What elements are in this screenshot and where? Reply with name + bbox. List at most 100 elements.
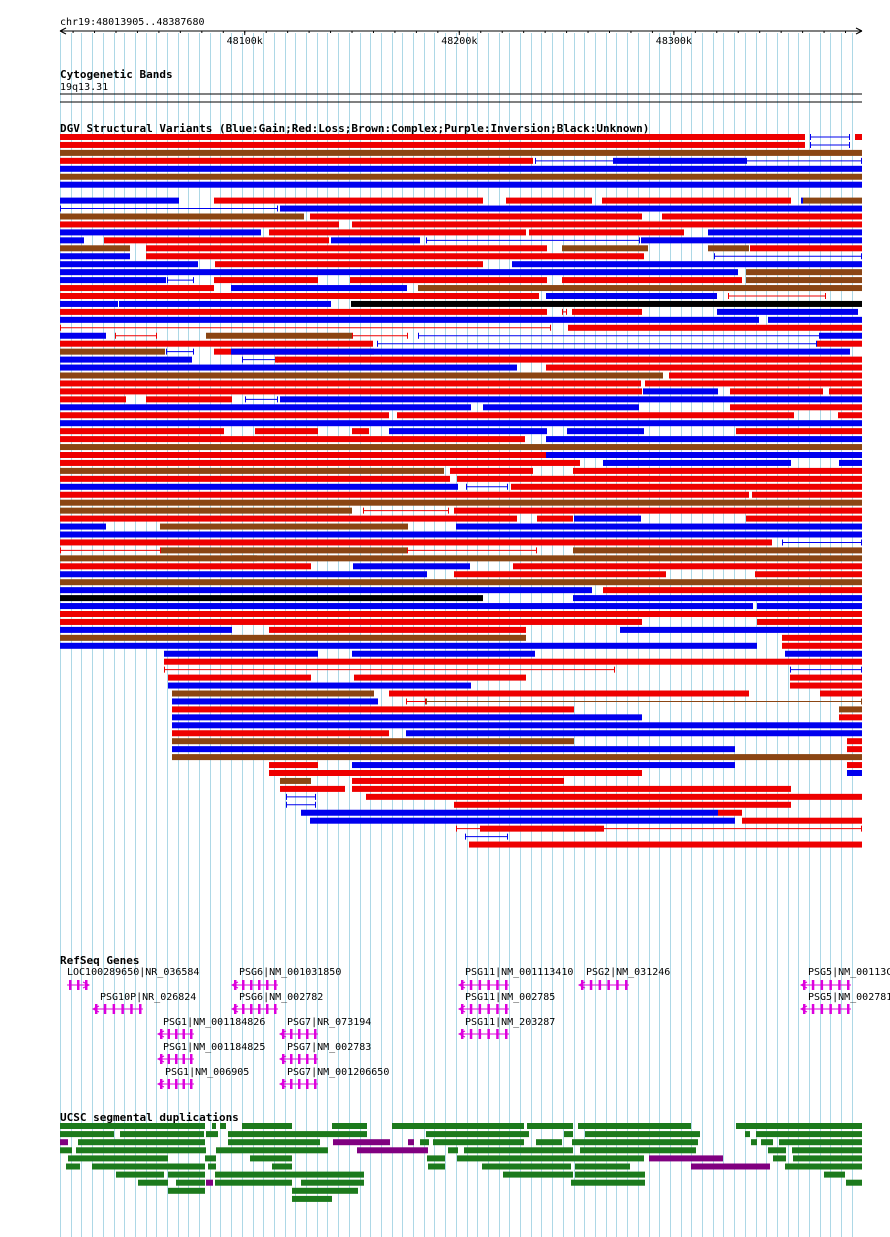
sv-feature[interactable] [746,515,862,522]
segdup-feature[interactable] [78,1139,205,1146]
gene-label[interactable]: PSG6|NM_002782 [239,992,323,1003]
sv-feature[interactable] [746,269,862,276]
sv-feature[interactable] [60,165,862,172]
sv-feature[interactable] [730,388,823,395]
segdup-feature[interactable] [649,1155,723,1162]
segdup-feature[interactable] [420,1139,429,1146]
gene-model[interactable] [799,1004,851,1014]
sv-feature[interactable] [172,714,642,721]
sv-feature[interactable] [389,690,749,697]
segdup-feature[interactable] [392,1123,524,1129]
sv-feature[interactable] [60,340,161,347]
segdup-feature[interactable] [357,1147,428,1154]
segdup-feature[interactable] [572,1139,698,1146]
sv-feature[interactable] [457,475,862,482]
gene-model[interactable] [278,1054,318,1064]
segdup-feature[interactable] [60,1139,68,1146]
sv-feature[interactable] [168,682,471,689]
sv-feature[interactable] [562,277,742,284]
segdup-feature[interactable] [116,1171,164,1178]
sv-feature[interactable] [60,285,214,292]
sv-feature[interactable] [454,507,862,514]
sv-feature[interactable] [513,563,862,570]
sv-feature[interactable] [269,762,318,769]
segdup-feature[interactable] [691,1163,770,1170]
sv-feature[interactable] [708,245,749,252]
sv-feature[interactable] [60,507,352,514]
sv-feature[interactable] [603,459,791,466]
sv-feature[interactable] [820,690,862,697]
segdup-feature[interactable] [168,1187,205,1194]
sv-feature[interactable] [60,587,592,594]
segdup-feature[interactable] [301,1179,364,1186]
segdup-feature[interactable] [464,1147,573,1154]
sv-feature[interactable] [829,388,862,395]
sv-feature[interactable] [146,396,232,403]
sv-feature[interactable] [164,658,862,665]
segdup-feature[interactable] [482,1163,571,1170]
sv-feature[interactable] [172,706,574,713]
segdup-feature[interactable] [76,1147,206,1154]
sv-feature[interactable] [60,380,641,387]
sv-feature[interactable] [643,388,718,395]
segdup-feature[interactable] [208,1163,216,1170]
segdup-feature[interactable] [228,1131,367,1138]
segdup-feature[interactable] [824,1171,845,1178]
gene-label[interactable]: PSG7|NM_002783 [287,1042,371,1053]
sv-feature[interactable] [820,332,862,339]
gene-model[interactable] [278,1079,318,1089]
segdup-feature[interactable] [332,1123,367,1129]
segdup-feature[interactable] [527,1123,573,1129]
sv-feature[interactable] [506,197,592,204]
sv-feature[interactable] [803,197,862,204]
sv-feature[interactable] [574,515,641,522]
sv-feature[interactable] [119,300,331,307]
segdup-feature[interactable] [768,1147,786,1154]
gene-model[interactable] [156,1054,194,1064]
segdup-feature[interactable] [292,1187,358,1194]
segdup-feature[interactable] [176,1179,205,1186]
sv-feature[interactable] [782,642,862,649]
segdup-feature[interactable] [292,1195,332,1202]
sv-feature[interactable] [782,634,862,641]
sv-feature[interactable] [331,237,420,244]
sv-feature[interactable] [60,141,805,148]
gene-model[interactable] [457,1029,509,1039]
sv-feature[interactable] [60,475,450,482]
segdup-feature[interactable] [427,1155,445,1162]
segdup-feature[interactable] [68,1155,168,1162]
segdup-feature[interactable] [333,1139,390,1146]
sv-feature[interactable] [456,523,862,530]
sv-feature[interactable] [60,181,862,188]
sv-feature[interactable] [562,245,648,252]
sv-feature[interactable] [60,555,257,562]
sv-feature[interactable] [60,237,84,244]
sv-feature[interactable] [572,308,642,315]
segdup-feature[interactable] [220,1123,226,1129]
sv-feature[interactable] [60,459,580,466]
sv-feature[interactable] [855,134,862,140]
gene-label[interactable]: PSG11|NM_002785 [465,992,555,1003]
sv-feature[interactable] [838,412,862,419]
sv-feature[interactable] [214,277,318,284]
sv-feature[interactable] [397,412,794,419]
sv-feature[interactable] [662,213,862,220]
sv-feature[interactable] [60,539,772,546]
sv-feature[interactable] [60,348,165,355]
sv-feature[interactable] [708,229,862,236]
segdup-feature[interactable] [785,1163,862,1170]
segdup-feature[interactable] [428,1163,445,1170]
sv-feature[interactable] [60,404,471,411]
gene-label[interactable]: PSG5|NM_002781 [808,992,890,1003]
sv-feature[interactable] [60,491,749,498]
gene-model[interactable] [67,980,91,990]
segdup-feature[interactable] [216,1147,328,1154]
sv-feature[interactable] [310,213,642,220]
sv-feature[interactable] [231,348,850,355]
sv-feature[interactable] [280,777,311,784]
segdup-feature[interactable] [206,1179,213,1186]
sv-feature[interactable] [60,483,458,490]
segdup-feature[interactable] [503,1171,573,1178]
gene-label[interactable]: PSG11|NM_001113410 [465,967,573,978]
sv-feature[interactable] [512,261,862,268]
